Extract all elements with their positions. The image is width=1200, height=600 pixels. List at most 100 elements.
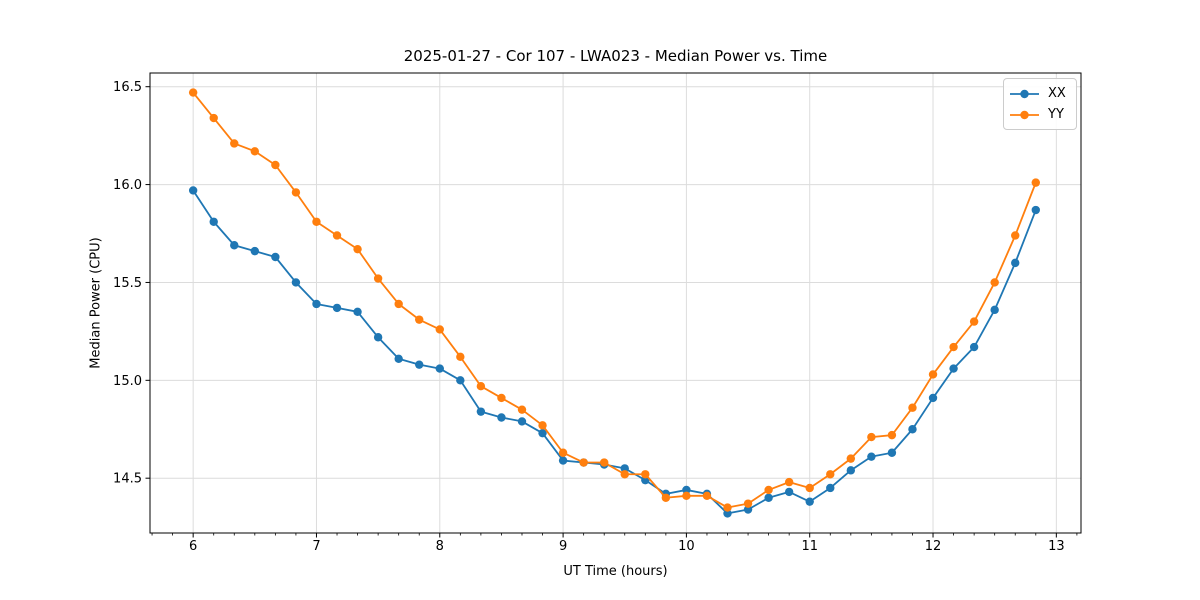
data-point-xx [373, 333, 383, 342]
y-tick-label: 15.5 [113, 276, 142, 291]
data-point-yy [764, 485, 773, 495]
data-point-yy [332, 231, 342, 240]
data-point-yy [558, 448, 568, 457]
data-point-yy [887, 430, 897, 440]
y-tick-label: 16.0 [113, 178, 142, 193]
data-point-xx [353, 307, 362, 317]
series-line-yy [192, 92, 1037, 509]
x-tick-label: 13 [1048, 539, 1065, 554]
data-point-xx [332, 303, 342, 313]
x-tick-label: 8 [436, 539, 444, 554]
data-point-yy [1031, 178, 1040, 187]
data-point-yy [723, 503, 732, 512]
legend-label-xx: XX [1048, 86, 1066, 101]
data-point-yy [394, 299, 403, 309]
data-point-yy [456, 352, 465, 362]
x-tick-label: 10 [678, 539, 695, 554]
y-tick-label: 15.0 [113, 374, 142, 389]
data-point-xx [990, 305, 999, 315]
data-point-xx [1011, 258, 1020, 268]
data-point-yy [517, 405, 527, 414]
data-point-yy [682, 491, 691, 501]
x-tick-label: 6 [189, 539, 197, 554]
y-tick-label: 14.5 [113, 472, 142, 487]
data-point-yy [867, 432, 876, 442]
data-point-yy [230, 139, 239, 148]
data-point-xx [764, 493, 773, 502]
data-point-xx [415, 360, 424, 369]
data-point-xx [517, 417, 527, 426]
data-point-xx [209, 217, 218, 226]
data-point-yy [373, 274, 383, 283]
data-point-xx [949, 364, 958, 373]
y-axis-label: Median Power (CPU) [88, 237, 104, 369]
data-point-yy [743, 499, 753, 508]
data-point-yy [826, 470, 835, 479]
data-point-xx [620, 464, 629, 473]
data-point-xx [291, 278, 301, 287]
data-point-xx [476, 407, 486, 416]
data-point-xx [784, 487, 794, 497]
data-point-xx [826, 483, 835, 493]
legend-line-marker-icon [1010, 110, 1039, 119]
chart-title: 2025-01-27 - Cor 107 - LWA023 - Median P… [403, 47, 828, 65]
data-point-xx [867, 452, 876, 461]
data-point-xx [558, 456, 568, 465]
data-point-yy [497, 393, 506, 403]
data-point-xx [887, 448, 897, 457]
x-tick-label: 7 [312, 539, 320, 554]
data-point-yy [353, 244, 362, 254]
data-point-yy [271, 160, 280, 170]
data-point-yy [415, 315, 424, 324]
data-point-yy [990, 278, 999, 287]
data-point-yy [661, 493, 671, 502]
data-point-yy [599, 458, 609, 467]
data-point-xx [928, 393, 938, 403]
data-point-yy [209, 113, 218, 123]
data-point-xx [846, 466, 856, 475]
data-point-yy [846, 454, 856, 463]
data-point-yy [538, 421, 547, 430]
data-point-yy [476, 381, 486, 391]
data-point-yy [928, 370, 938, 379]
data-point-yy [312, 217, 321, 226]
data-point-xx [394, 354, 403, 363]
data-point-xx [1031, 205, 1040, 215]
data-point-xx [271, 252, 280, 262]
data-point-yy [188, 88, 198, 97]
data-point-xx [538, 428, 547, 438]
data-point-yy [579, 458, 588, 467]
data-point-xx [641, 475, 650, 485]
data-point-yy [702, 491, 712, 501]
data-point-yy [949, 342, 958, 352]
data-point-xx [723, 509, 732, 518]
data-point-yy [291, 188, 301, 197]
y-tick-label: 16.5 [113, 80, 142, 95]
legend-item-yy: YY [1009, 104, 1070, 125]
legend-label-yy: YY [1048, 107, 1064, 122]
data-point-xx [230, 241, 239, 250]
data-point-yy [908, 403, 917, 412]
data-point-yy [435, 325, 444, 334]
x-tick-label: 9 [559, 539, 567, 554]
data-point-yy [250, 147, 260, 156]
x-axis-label: UT Time (hours) [563, 564, 668, 579]
legend-item-xx: XX [1009, 83, 1070, 104]
legend: XX YY [1003, 78, 1077, 130]
legend-line-marker-icon [1010, 89, 1039, 98]
data-point-xx [497, 413, 506, 422]
data-point-yy [620, 470, 629, 479]
data-point-yy [969, 317, 979, 326]
x-tick-label: 12 [925, 539, 942, 554]
x-tick-label: 11 [801, 539, 818, 554]
data-point-xx [435, 364, 444, 373]
data-point-xx [969, 342, 979, 352]
data-point-xx [456, 376, 465, 385]
data-point-xx [312, 299, 321, 309]
data-point-yy [784, 477, 794, 487]
series-line-xx [192, 189, 1037, 515]
data-point-xx [250, 246, 260, 256]
axes-frame [149, 72, 1082, 534]
